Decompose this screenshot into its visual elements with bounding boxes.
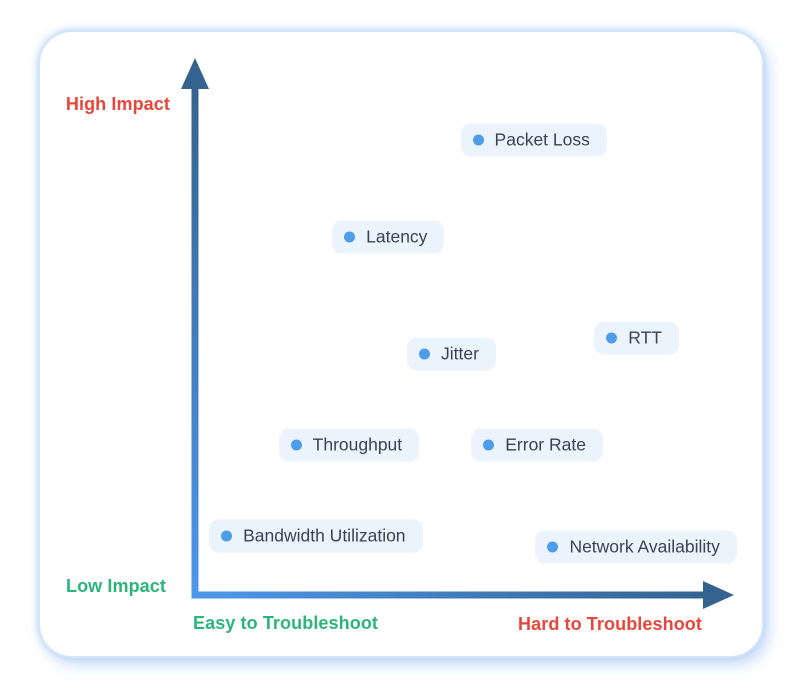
y-axis-arrowhead-icon	[181, 58, 209, 89]
data-point-label: Throughput	[312, 434, 403, 455]
data-point-label: Packet Loss	[494, 129, 590, 150]
data-point-dot-icon	[419, 348, 431, 360]
x-axis-arrowhead-icon	[703, 581, 734, 609]
data-point-label: Error Rate	[505, 434, 586, 455]
y-axis-high-label: High Impact	[65, 94, 170, 114]
axes-arrows	[181, 58, 734, 609]
data-point-dot-icon	[547, 541, 559, 553]
data-point-dot-icon	[290, 439, 302, 451]
data-point-pill: Packet Loss	[460, 123, 607, 157]
data-point-dot-icon	[344, 231, 356, 243]
y-axis-low-label: Low Impact	[65, 576, 166, 596]
data-point-pill: Error Rate	[471, 428, 603, 462]
data-point-pill: Network Availability	[535, 530, 737, 564]
data-point-dot-icon	[472, 134, 484, 146]
data-point-label: RTT	[628, 327, 662, 348]
data-point-dot-icon	[483, 439, 495, 451]
x-axis-high-label: Hard to Troubleshoot	[518, 614, 702, 634]
data-point-label: Network Availability	[569, 536, 720, 557]
data-point-dot-icon	[606, 332, 618, 344]
data-point-pill: Bandwidth Utilization	[209, 519, 423, 553]
data-point-label: Jitter	[441, 343, 479, 364]
data-point-label: Bandwidth Utilization	[243, 525, 406, 546]
data-point-pill: Jitter	[407, 337, 496, 371]
chart-card: High Impact Low Impact Easy to Troublesh…	[38, 30, 764, 658]
data-point-pill: Latency	[332, 220, 445, 254]
data-point-dot-icon	[221, 530, 233, 542]
data-point-pill: Throughput	[278, 428, 420, 462]
x-axis-low-label: Easy to Troubleshoot	[193, 613, 379, 633]
data-point-label: Latency	[366, 226, 428, 247]
data-point-pill: RTT	[594, 321, 679, 355]
